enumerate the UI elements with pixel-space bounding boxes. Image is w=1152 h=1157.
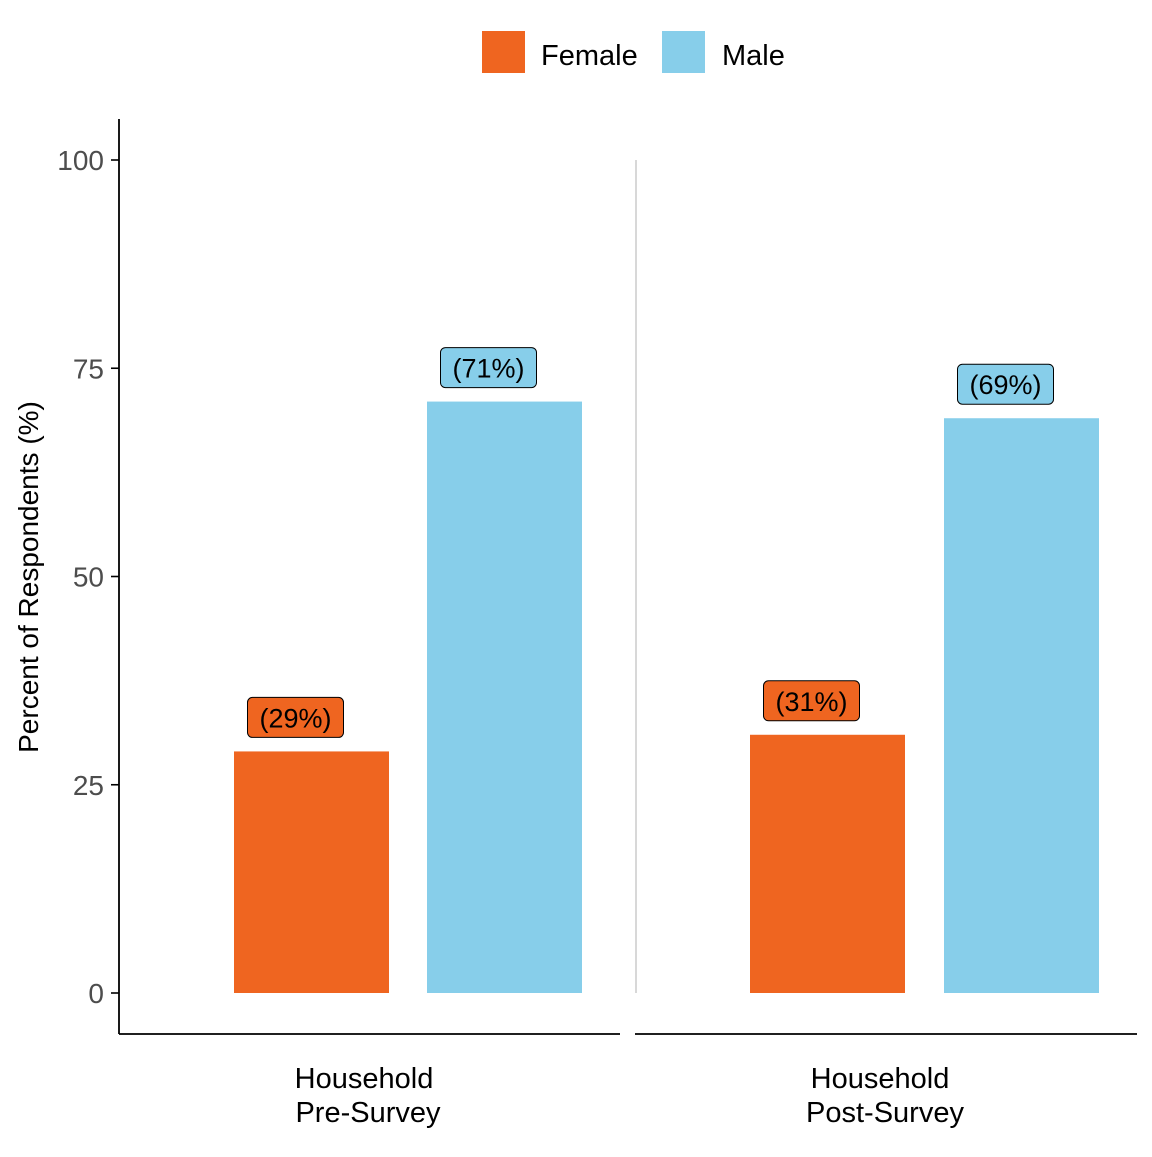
y-tick-label: 0: [88, 978, 104, 1009]
data-label-box: [957, 363, 1054, 405]
data-label: (29%): [259, 703, 331, 733]
bar-male-post: [944, 418, 1099, 994]
legend: Female Male: [482, 31, 785, 73]
facet-label-pre-survey: Household Pre-Survey: [295, 1063, 441, 1129]
data-label-box: [247, 696, 344, 738]
facet-label-pre-line2: Pre-Survey: [295, 1097, 441, 1129]
data-label: (31%): [775, 687, 847, 717]
y-axis: 0 25 50 75 100: [57, 119, 120, 1034]
bar-female-post: [750, 734, 905, 993]
y-tick-label: 25: [73, 770, 104, 801]
y-axis-label: Percent of Respondents (%): [13, 401, 44, 753]
legend-label-male: Male: [722, 40, 785, 72]
bars-layer: (29%) (71%) (31%) (69%): [234, 347, 1099, 994]
legend-label-female: Female: [541, 40, 638, 72]
y-tick-label: 50: [73, 562, 104, 593]
y-tick-label: 75: [73, 353, 104, 384]
data-label: (71%): [452, 354, 524, 384]
legend-swatch-male: [662, 31, 705, 73]
facet-label-post-line1: Household: [811, 1063, 950, 1095]
data-label: (69%): [969, 370, 1041, 400]
bar-female-pre: [234, 751, 389, 993]
facet-label-post-survey: Household Post-Survey: [806, 1063, 964, 1129]
data-label-box: [763, 680, 860, 722]
y-tick-label: 100: [57, 145, 104, 176]
legend-swatch-female: [482, 31, 525, 73]
data-label-box: [440, 347, 537, 389]
facet-label-post-line2: Post-Survey: [806, 1097, 964, 1129]
bar-male-pre: [427, 401, 582, 993]
facet-label-pre-line1: Household: [295, 1063, 434, 1095]
